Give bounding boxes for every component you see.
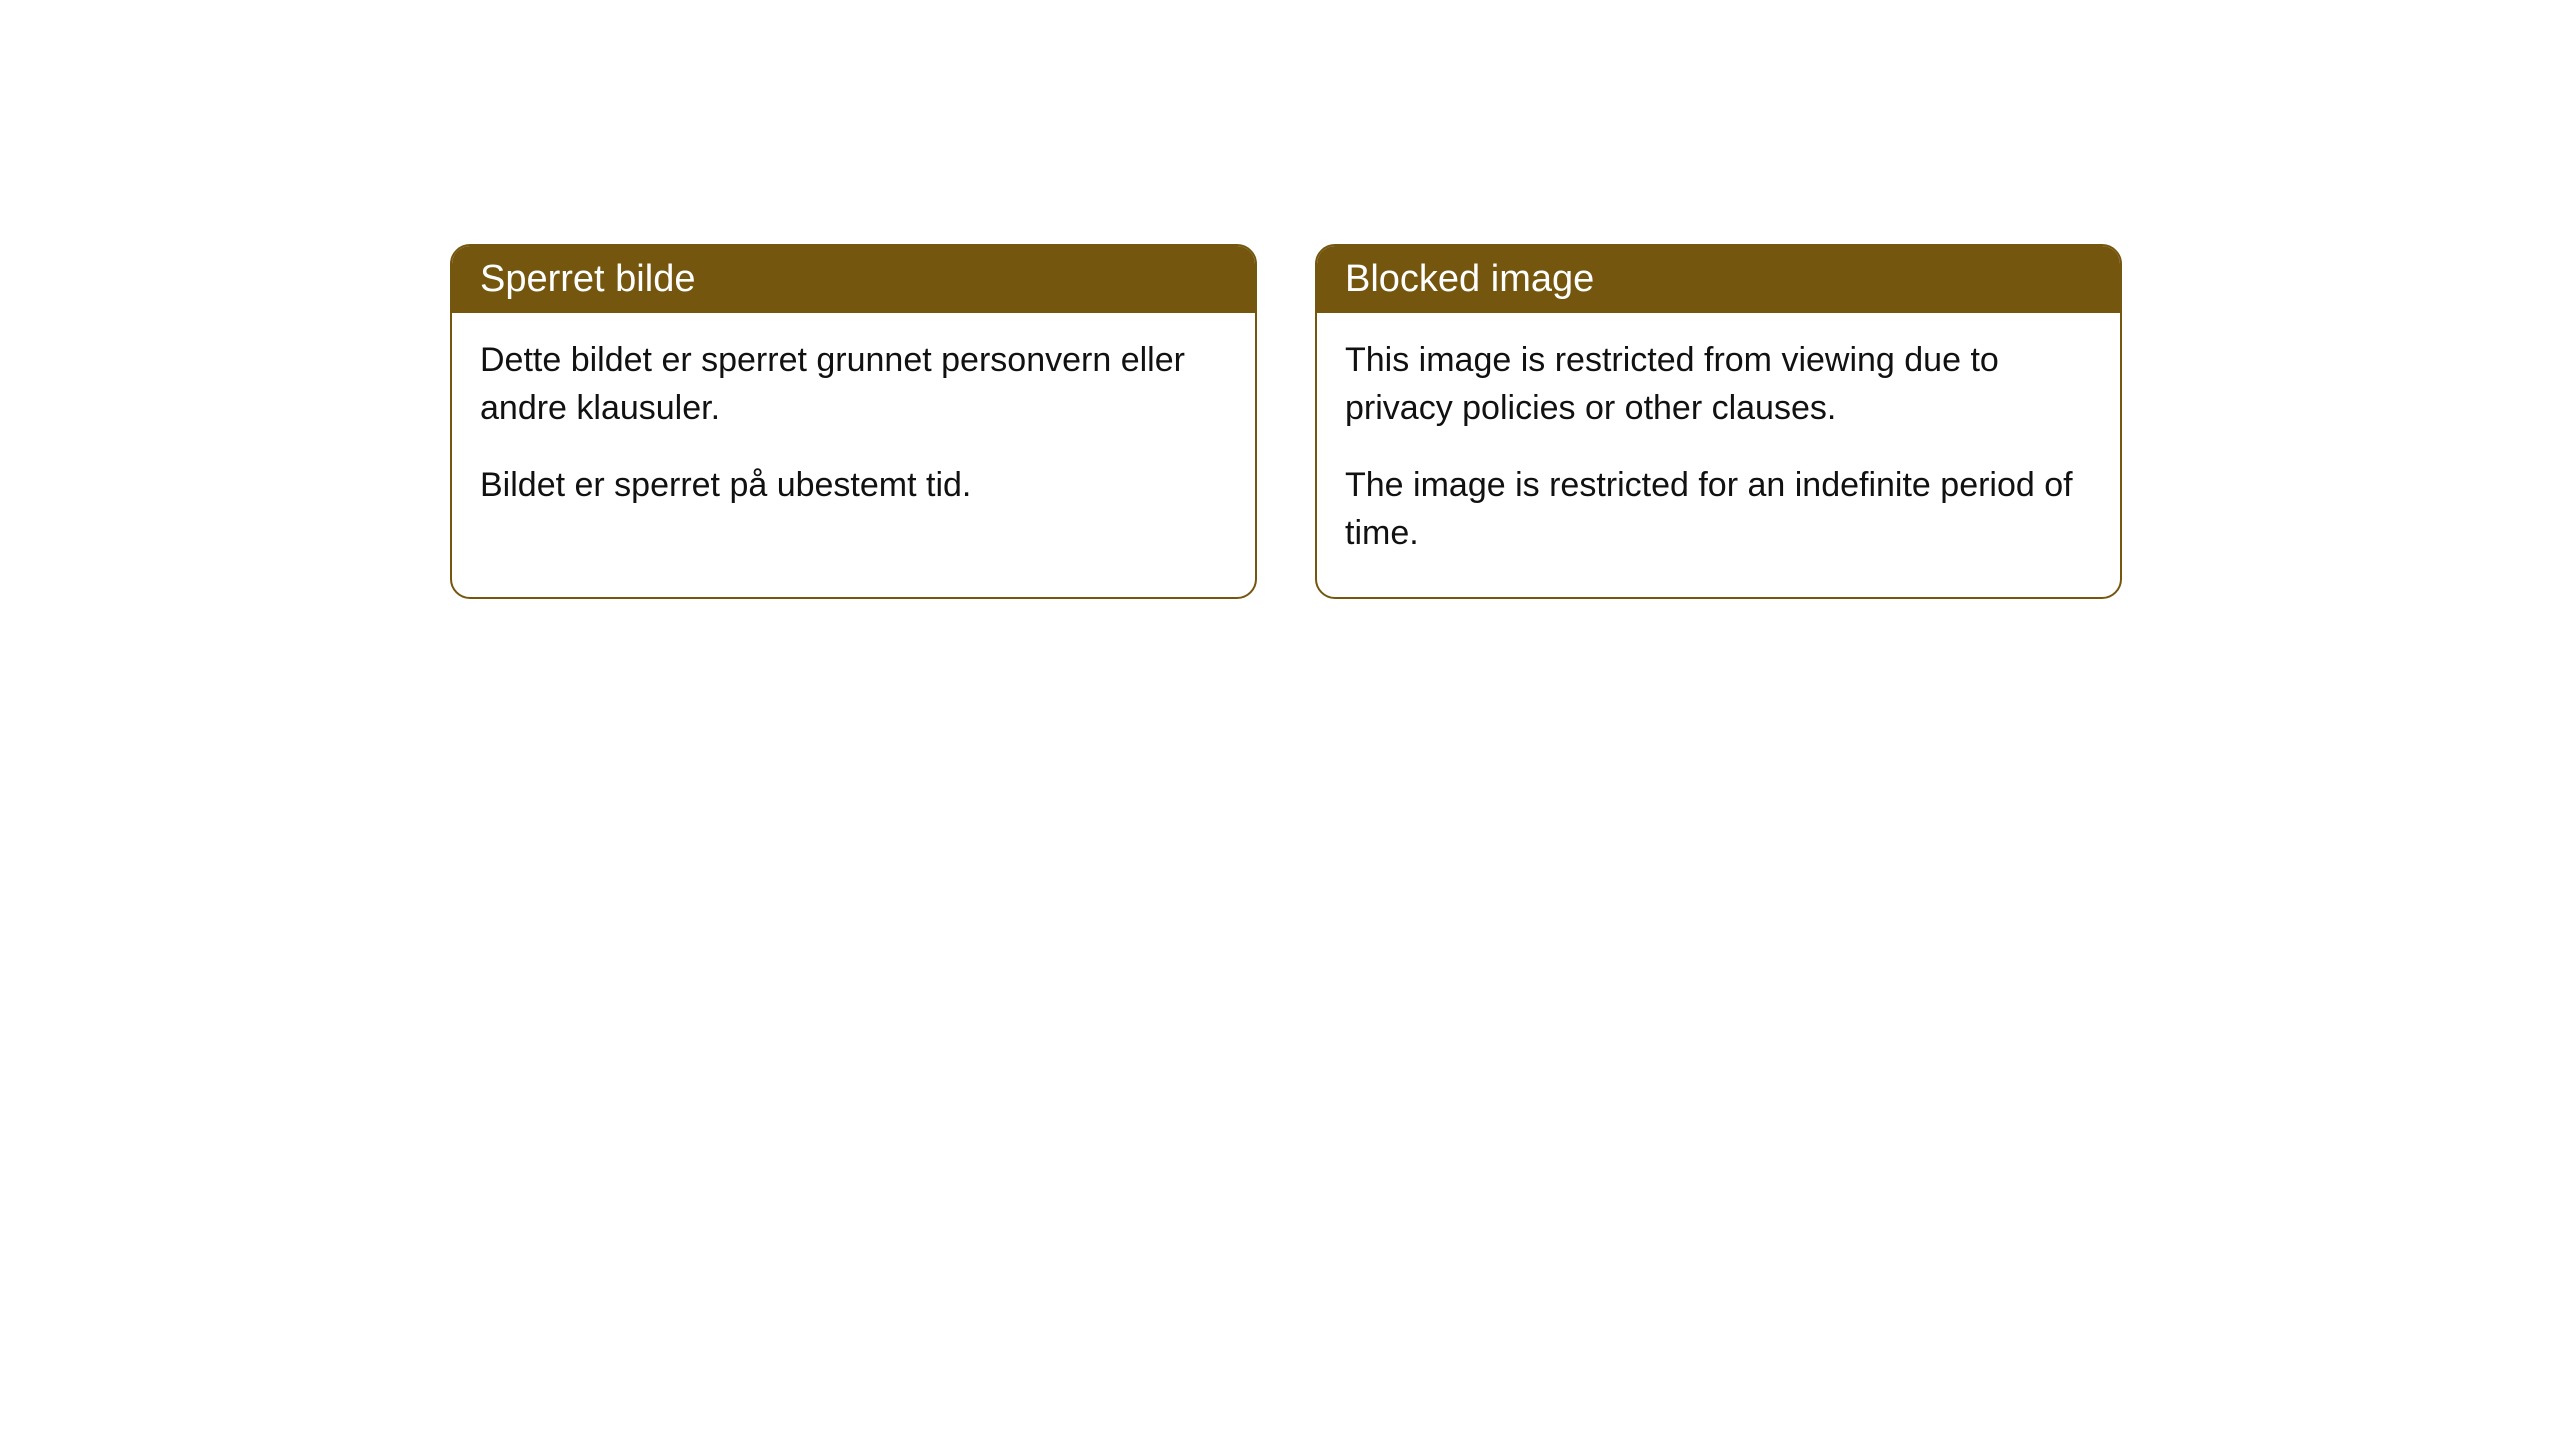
card-paragraph-1-english: This image is restricted from viewing du… [1345, 337, 2092, 432]
cards-container: Sperret bilde Dette bildet er sperret gr… [450, 244, 2122, 599]
card-title-english: Blocked image [1345, 258, 1594, 300]
card-title-norwegian: Sperret bilde [480, 258, 695, 300]
card-header-norwegian: Sperret bilde [452, 246, 1255, 313]
card-body-english: This image is restricted from viewing du… [1317, 313, 2120, 597]
card-norwegian: Sperret bilde Dette bildet er sperret gr… [450, 244, 1257, 599]
card-paragraph-2-english: The image is restricted for an indefinit… [1345, 462, 2092, 557]
card-paragraph-2-norwegian: Bildet er sperret på ubestemt tid. [480, 462, 1227, 510]
card-english: Blocked image This image is restricted f… [1315, 244, 2122, 599]
card-body-norwegian: Dette bildet er sperret grunnet personve… [452, 313, 1255, 550]
card-header-english: Blocked image [1317, 246, 2120, 313]
card-paragraph-1-norwegian: Dette bildet er sperret grunnet personve… [480, 337, 1227, 432]
